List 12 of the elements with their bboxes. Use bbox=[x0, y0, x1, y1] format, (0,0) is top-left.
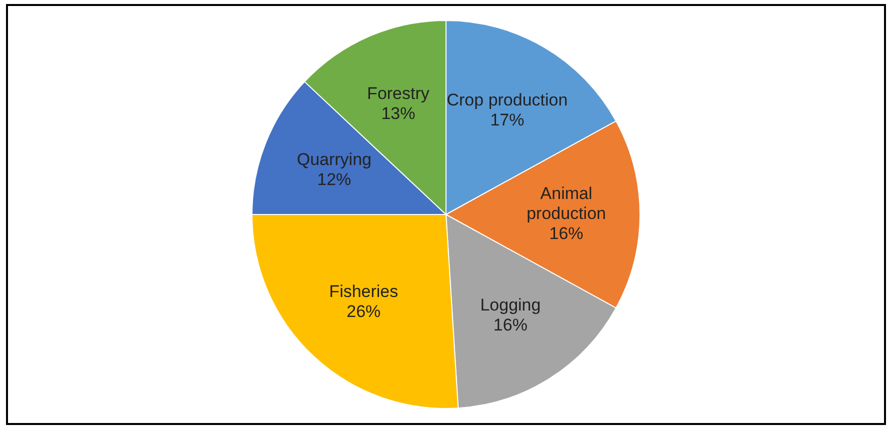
data-label: 12% bbox=[317, 170, 352, 189]
data-label: 17% bbox=[490, 110, 524, 130]
slice-label: Animal production bbox=[526, 184, 606, 224]
data-label: 16% bbox=[549, 224, 584, 244]
slice-label: Logging bbox=[480, 296, 541, 315]
slice-label: Fisheries bbox=[329, 282, 398, 301]
slice-label: Quarrying bbox=[296, 150, 372, 169]
slice-label: Crop production bbox=[446, 90, 568, 110]
data-label: 13% bbox=[381, 104, 416, 123]
data-label: 26% bbox=[346, 302, 381, 321]
slice-label: Forestry bbox=[367, 84, 430, 103]
data-label: 16% bbox=[493, 316, 528, 335]
